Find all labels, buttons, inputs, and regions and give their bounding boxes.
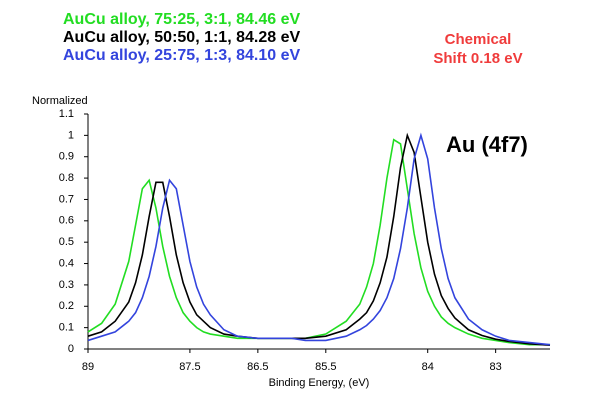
x-tick-label: 89 xyxy=(82,361,94,373)
y-tick-label: 0.1 xyxy=(59,322,74,334)
x-tick-label: 85.5 xyxy=(315,361,336,373)
y-tick-label: 0.3 xyxy=(59,279,74,291)
y-tick-label: 0.7 xyxy=(59,193,74,205)
y-tick-label: 0 xyxy=(68,343,74,355)
series-line xyxy=(87,132,551,346)
x-tick-label: 86.5 xyxy=(247,361,268,373)
y-tick-label: 0.2 xyxy=(59,300,74,312)
x-tick-label: 87.5 xyxy=(179,361,200,373)
legend-entry: AuCu alloy, 50:50, 1:1, 84.28 eV xyxy=(63,29,300,46)
x-tick-label: 83 xyxy=(490,361,502,373)
annotation: Chemical xyxy=(445,31,512,48)
y-tick-label: 0.4 xyxy=(59,257,74,269)
annotation: Shift 0.18 eV xyxy=(433,50,522,67)
legend-entry: AuCu alloy, 25:75, 1:3, 84.10 eV xyxy=(63,47,300,64)
y-tick-label: 0.6 xyxy=(59,215,74,227)
x-axis-label: Binding Energy, (eV) xyxy=(269,377,370,389)
y-tick-label: 1 xyxy=(68,129,74,141)
y-tick-label: 1.1 xyxy=(59,108,74,120)
y-axis-label: Normalized xyxy=(32,95,88,107)
legend-entry: AuCu alloy, 75:25, 3:1, 84.46 eV xyxy=(63,11,300,28)
y-tick-label: 0.5 xyxy=(59,236,74,248)
annotation: Au (4f7) xyxy=(446,132,528,157)
x-tick-label: 84 xyxy=(422,361,434,373)
y-tick-label: 0.8 xyxy=(59,172,74,184)
y-tick-label: 0.9 xyxy=(59,151,74,163)
series-line xyxy=(87,138,550,346)
series-line xyxy=(87,132,551,346)
